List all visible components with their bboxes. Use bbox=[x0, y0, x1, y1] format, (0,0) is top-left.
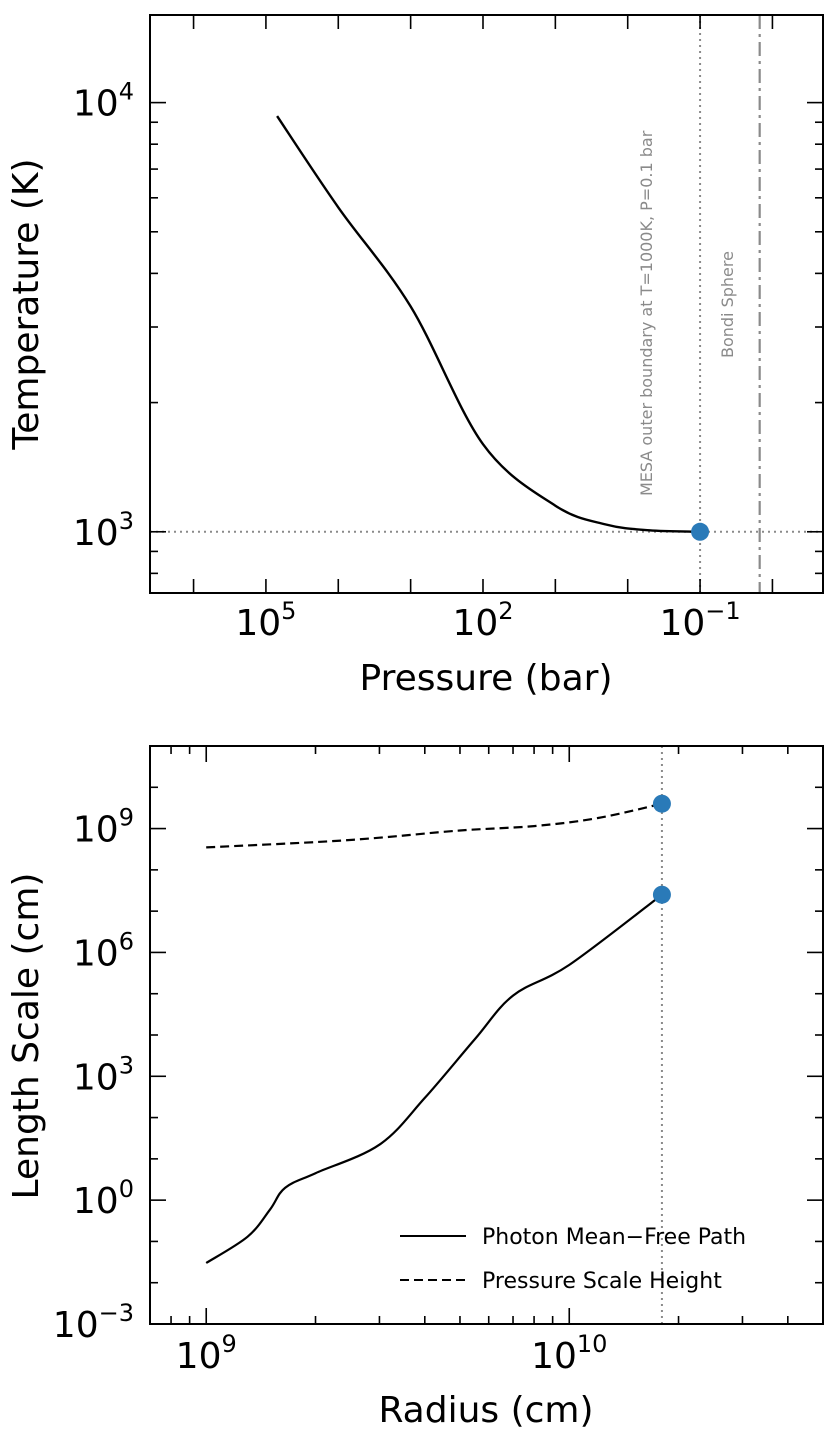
bottom-y-tick-label-2: 103 bbox=[73, 1051, 134, 1098]
bottom-y-tick-label-0-base: 10 bbox=[73, 810, 119, 851]
bottom-x-axis-label: Radius (cm) bbox=[378, 1390, 593, 1431]
top-x-tick-label-2: 10−1 bbox=[659, 597, 740, 644]
bottom-x-tick-label-0: 109 bbox=[176, 1330, 237, 1377]
legend-label-photon-mfp: Photon Mean−Free Path bbox=[482, 1225, 746, 1250]
top-x-tick-label-1: 102 bbox=[452, 597, 513, 644]
top-y-axis-label: Temperature (K) bbox=[6, 158, 47, 450]
bottom-marker-1 bbox=[652, 794, 671, 813]
top-x-tick-label-0-base: 10 bbox=[235, 603, 281, 644]
top-series-line-0 bbox=[276, 115, 701, 533]
mesa-boundary-annotation: MESA outer boundary at T=1000K, P=0.1 ba… bbox=[637, 130, 656, 496]
bottom-y-axis-label: Length Scale (cm) bbox=[6, 873, 47, 1200]
top-x-tick-label-1-base: 10 bbox=[452, 603, 498, 644]
bottom-x-tick-label-1: 1010 bbox=[531, 1330, 607, 1377]
bottom-y-tick-label-4: 10−3 bbox=[53, 1299, 134, 1346]
top-y-tick-label-1-base: 10 bbox=[73, 513, 119, 554]
top-y-tick-label-1-exponent: 3 bbox=[119, 507, 134, 535]
bottom-x-tick-label-1-exponent: 10 bbox=[577, 1330, 608, 1358]
legend: Photon Mean−Free Path Pressure Scale Hei… bbox=[400, 1225, 746, 1294]
bottom-y-tick-label-1: 106 bbox=[73, 927, 134, 974]
bondi-sphere-annotation: Bondi Sphere bbox=[718, 251, 737, 358]
top-x-tick-label-2-exponent: −1 bbox=[705, 597, 740, 625]
bottom-y-tick-label-1-exponent: 6 bbox=[119, 927, 134, 955]
top-x-tick-label-1-exponent: 2 bbox=[498, 597, 513, 625]
bottom-y-tick-label-2-base: 10 bbox=[73, 1057, 119, 1098]
bottom-y-tick-label-4-exponent: −3 bbox=[99, 1299, 134, 1327]
top-marker-0 bbox=[691, 522, 710, 541]
top-plot-frame bbox=[149, 14, 824, 594]
bottom-y-tick-label-0-exponent: 9 bbox=[119, 804, 134, 832]
bottom-y-tick-label-3-exponent: 0 bbox=[119, 1175, 134, 1203]
bottom-series-line-0 bbox=[205, 893, 663, 1264]
top-y-tick-label-0-exponent: 4 bbox=[119, 78, 134, 106]
bottom-y-tick-label-3-base: 10 bbox=[73, 1181, 119, 1222]
bottom-x-tick-label-0-base: 10 bbox=[176, 1336, 222, 1377]
bottom-series-line-1 bbox=[206, 802, 663, 849]
top-x-tick-label-0-exponent: 5 bbox=[281, 597, 296, 625]
bottom-x-tick-label-0-exponent: 9 bbox=[221, 1330, 236, 1358]
top-y-tick-label-1: 103 bbox=[73, 507, 134, 554]
bottom-y-tick-label-0: 109 bbox=[73, 804, 134, 851]
bottom-y-tick-label-1-base: 10 bbox=[73, 933, 119, 974]
bottom-y-tick-label-2-exponent: 3 bbox=[119, 1051, 134, 1079]
top-y-tick-label-0: 104 bbox=[73, 78, 134, 125]
top-x-axis-label: Pressure (bar) bbox=[360, 658, 613, 699]
bottom-y-tick-label-3: 100 bbox=[73, 1175, 134, 1222]
bottom-marker-0 bbox=[652, 885, 671, 904]
bottom-y-tick-label-4-base: 10 bbox=[53, 1305, 99, 1346]
top-x-tick-label-2-base: 10 bbox=[659, 603, 705, 644]
legend-label-scale-height: Pressure Scale Height bbox=[482, 1269, 722, 1294]
bottom-x-tick-label-1-base: 10 bbox=[531, 1336, 577, 1377]
top-y-tick-label-0-base: 10 bbox=[73, 84, 119, 125]
top-x-tick-label-0: 105 bbox=[235, 597, 296, 644]
